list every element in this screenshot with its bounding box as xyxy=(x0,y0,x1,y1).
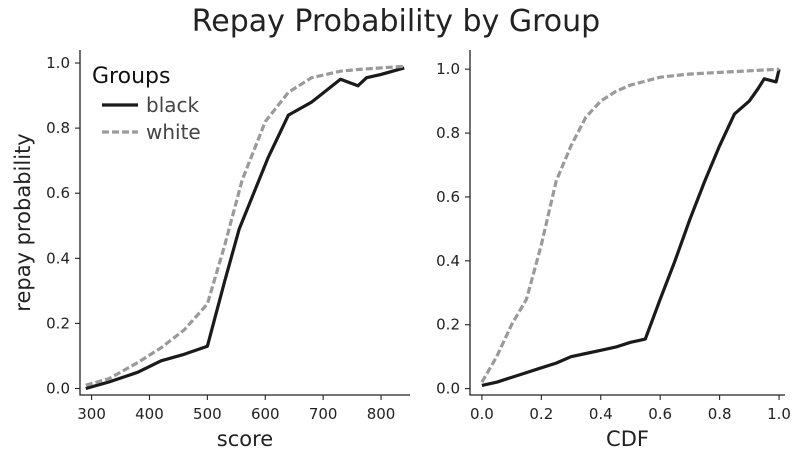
chart-panel-2: 0.0 0.2 0.4 0.6 0.8 1.0 0.0 0.2 0.4 0.6 0.8 1.0 CDF xyxy=(436,50,791,450)
y-tick-label: 0.4 xyxy=(46,249,70,267)
x-tick-label: 700 xyxy=(309,405,338,423)
legend-title: Groups xyxy=(92,64,170,89)
x-tick-label: 800 xyxy=(367,405,396,423)
y-tick-label: 1.0 xyxy=(436,60,460,78)
series-line-black xyxy=(85,66,405,391)
x-axis-label: score xyxy=(217,427,273,450)
chart-panels: 300 400 500 600 700 800 0.0 0.2 0.4 0.6 0.8 1.0 scor… xyxy=(11,50,791,450)
x-tick-label: 0.4 xyxy=(589,405,613,423)
x-tick-label: 0.2 xyxy=(529,405,553,423)
x-tick-label: 0.8 xyxy=(708,405,732,423)
x-tick-label: 600 xyxy=(251,405,280,423)
series-line-black xyxy=(481,68,781,387)
y-tick-label: 0.6 xyxy=(436,188,460,206)
y-tick-label: 0.0 xyxy=(46,379,70,397)
axis-spines xyxy=(469,50,785,396)
y-axis-label: repay probability xyxy=(11,133,35,311)
y-tick-label: 0.8 xyxy=(436,124,460,142)
x-tick-label: 300 xyxy=(77,405,106,423)
y-tick-label: 0.2 xyxy=(436,316,460,334)
legend-label-black: black xyxy=(146,93,200,117)
y-tick-label: 1.0 xyxy=(46,54,70,72)
x-axis-label: CDF xyxy=(606,427,649,450)
y-tick-label: 0.8 xyxy=(46,119,70,137)
axis-spines xyxy=(79,50,410,396)
x-tick-label: 500 xyxy=(193,405,222,423)
x-tick-label: 0.0 xyxy=(470,405,494,423)
legend: Groups black white xyxy=(92,64,201,144)
series-line-white xyxy=(85,64,405,387)
legend-label-white: white xyxy=(146,120,201,144)
x-tick-label: 0.6 xyxy=(648,405,672,423)
x-tick-label: 400 xyxy=(135,405,164,423)
y-tick-label: 0.4 xyxy=(436,252,460,270)
y-tick-label: 0.6 xyxy=(46,184,70,202)
y-tick-label: 0.2 xyxy=(46,314,70,332)
x-tick-label: 1.0 xyxy=(767,405,791,423)
y-tick-label: 0.0 xyxy=(436,380,460,398)
figure-title: Repay Probability by Group xyxy=(192,4,600,39)
chart-panel-1: 300 400 500 600 700 800 0.0 0.2 0.4 0.6 0.8 1.0 scor… xyxy=(11,50,410,450)
